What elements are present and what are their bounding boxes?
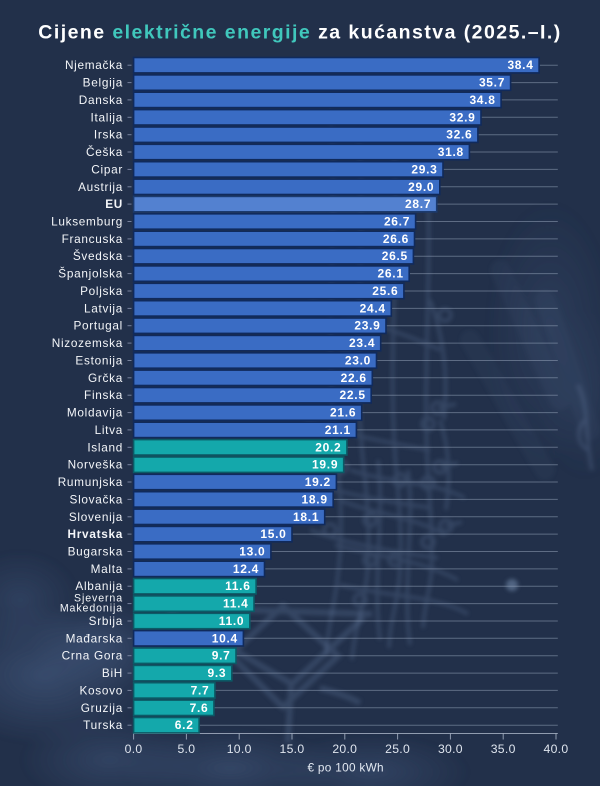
svg-text:Moldavija: Moldavija: [67, 406, 123, 420]
svg-text:Češka: Češka: [86, 145, 123, 159]
svg-text:21.1: 21.1: [325, 423, 351, 437]
svg-text:Cipar: Cipar: [91, 162, 123, 176]
svg-text:Crna Gora: Crna Gora: [62, 649, 123, 663]
svg-text:11.6: 11.6: [225, 579, 251, 593]
svg-text:Rumunjska: Rumunjska: [58, 475, 123, 489]
svg-text:15.0: 15.0: [260, 527, 286, 541]
svg-text:Italija: Italija: [91, 110, 123, 124]
svg-text:Austrija: Austrija: [78, 180, 123, 194]
svg-text:Srbija: Srbija: [89, 614, 123, 628]
svg-text:BiH: BiH: [102, 666, 123, 680]
svg-text:23.0: 23.0: [345, 354, 371, 368]
svg-text:19.2: 19.2: [305, 475, 331, 489]
svg-text:26.5: 26.5: [382, 249, 408, 263]
svg-text:Albanija: Albanija: [75, 579, 123, 593]
svg-text:Estonija: Estonija: [75, 354, 123, 368]
svg-text:15.0: 15.0: [280, 742, 305, 756]
svg-text:35.0: 35.0: [491, 742, 516, 756]
svg-text:26.1: 26.1: [378, 267, 404, 281]
svg-text:Finska: Finska: [84, 388, 123, 402]
svg-text:5.0: 5.0: [177, 742, 195, 756]
svg-text:Cijene električne energije za: Cijene električne energije za kućanstva …: [38, 22, 561, 44]
svg-text:18.9: 18.9: [302, 492, 328, 506]
svg-text:Francuska: Francuska: [62, 232, 123, 246]
svg-text:38.4: 38.4: [507, 58, 533, 72]
svg-text:31.8: 31.8: [438, 145, 464, 159]
svg-text:Španjolska: Španjolska: [58, 267, 123, 281]
svg-text:Belgija: Belgija: [83, 76, 123, 90]
svg-text:Portugal: Portugal: [73, 319, 123, 333]
svg-text:9.7: 9.7: [212, 649, 231, 663]
svg-text:40.0: 40.0: [544, 742, 569, 756]
svg-text:18.1: 18.1: [293, 510, 319, 524]
svg-text:Turska: Turska: [83, 718, 123, 732]
svg-text:Norveška: Norveška: [68, 458, 123, 472]
svg-text:22.5: 22.5: [340, 388, 366, 402]
svg-text:Luksemburg: Luksemburg: [51, 215, 123, 229]
svg-text:23.4: 23.4: [349, 336, 375, 350]
svg-text:32.9: 32.9: [449, 110, 475, 124]
svg-text:24.4: 24.4: [360, 301, 386, 315]
svg-text:26.6: 26.6: [383, 232, 409, 246]
svg-text:Grčka: Grčka: [88, 371, 123, 385]
svg-text:Gruzija: Gruzija: [81, 701, 123, 715]
svg-text:Mađarska: Mađarska: [66, 631, 123, 645]
svg-text:11.4: 11.4: [223, 597, 249, 611]
svg-text:32.6: 32.6: [446, 128, 472, 142]
svg-text:26.7: 26.7: [384, 215, 410, 229]
svg-text:Slovačka: Slovačka: [70, 492, 123, 506]
svg-text:29.0: 29.0: [408, 180, 434, 194]
svg-text:11.0: 11.0: [219, 614, 245, 628]
svg-text:21.6: 21.6: [330, 406, 356, 420]
svg-text:34.8: 34.8: [469, 93, 495, 107]
svg-text:€ po 100 kWh: € po 100 kWh: [307, 761, 383, 775]
svg-text:Latvija: Latvija: [84, 301, 123, 315]
svg-text:Sjeverna: Sjeverna: [74, 593, 123, 605]
svg-text:Poljska: Poljska: [80, 284, 123, 298]
svg-text:20.0: 20.0: [332, 742, 357, 756]
svg-text:Danska: Danska: [79, 93, 123, 107]
svg-text:Nizozemska: Nizozemska: [52, 336, 123, 350]
svg-text:Irska: Irska: [94, 128, 123, 142]
svg-text:20.2: 20.2: [315, 440, 341, 454]
svg-text:9.3: 9.3: [208, 666, 227, 680]
svg-text:28.7: 28.7: [405, 197, 431, 211]
svg-text:Švedska: Švedska: [73, 249, 123, 263]
svg-text:35.7: 35.7: [479, 76, 505, 90]
svg-text:7.6: 7.6: [190, 701, 209, 715]
svg-text:12.4: 12.4: [233, 562, 259, 576]
svg-text:25.0: 25.0: [385, 742, 410, 756]
svg-text:19.9: 19.9: [312, 458, 338, 472]
svg-text:Litva: Litva: [95, 423, 123, 437]
svg-text:EU: EU: [105, 197, 123, 211]
svg-text:Kosovo: Kosovo: [79, 683, 123, 697]
svg-text:30.0: 30.0: [438, 742, 463, 756]
svg-text:Njemačka: Njemačka: [65, 58, 123, 72]
svg-text:10.0: 10.0: [227, 742, 252, 756]
svg-text:Makedonija: Makedonija: [60, 603, 123, 615]
svg-text:Slovenija: Slovenija: [69, 510, 123, 524]
svg-text:23.9: 23.9: [354, 319, 380, 333]
svg-text:Malta: Malta: [91, 562, 123, 576]
svg-text:Hrvatska: Hrvatska: [68, 527, 123, 541]
svg-text:Bugarska: Bugarska: [68, 545, 123, 559]
svg-text:7.7: 7.7: [191, 683, 210, 697]
svg-text:29.3: 29.3: [411, 162, 437, 176]
svg-text:13.0: 13.0: [239, 545, 265, 559]
svg-text:10.4: 10.4: [212, 631, 238, 645]
svg-text:0.0: 0.0: [125, 742, 143, 756]
svg-text:6.2: 6.2: [175, 718, 194, 732]
svg-text:25.6: 25.6: [372, 284, 398, 298]
svg-text:Island: Island: [87, 440, 123, 454]
svg-text:22.6: 22.6: [341, 371, 367, 385]
